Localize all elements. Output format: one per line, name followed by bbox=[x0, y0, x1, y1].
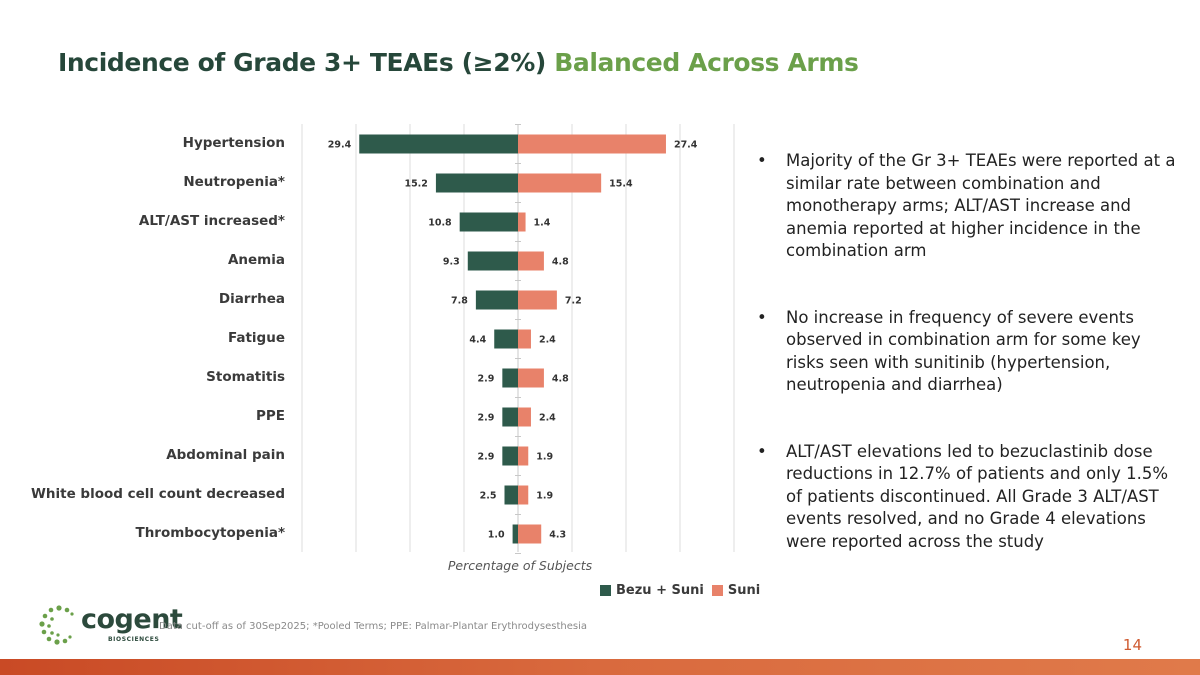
bar-suni bbox=[518, 173, 602, 193]
category-label: White blood cell count decreased bbox=[30, 486, 285, 502]
cogent-logo: cogent BIOSCIENCES bbox=[36, 602, 183, 648]
category-label: Hypertension bbox=[182, 135, 285, 151]
bar-suni bbox=[518, 329, 531, 349]
bar-bezu-suni bbox=[504, 485, 518, 505]
bullet-text: Majority of the Gr 3+ TEAEs were reporte… bbox=[786, 151, 1176, 260]
bar-suni bbox=[518, 407, 531, 427]
bar-bezu-suni bbox=[494, 329, 518, 349]
category-label: Thrombocytopenia* bbox=[135, 525, 285, 541]
data-label-bezu-suni: 15.2 bbox=[404, 179, 427, 190]
legend-item-bezu-suni: Bezu + Suni bbox=[600, 583, 704, 598]
legend-swatch-bezu-suni bbox=[600, 585, 611, 596]
bar-bezu-suni bbox=[512, 524, 518, 544]
bullet-dot: • bbox=[757, 151, 767, 170]
data-label-bezu-suni: 2.9 bbox=[477, 452, 494, 463]
footnote: Data cut-off as of 30Sep2025; *Pooled Te… bbox=[159, 621, 588, 632]
bar-suni bbox=[518, 524, 542, 544]
data-label-suni: 4.8 bbox=[552, 257, 569, 268]
logo-dots-icon bbox=[39, 605, 74, 645]
bullet-dot: • bbox=[757, 307, 767, 327]
data-label-suni: 4.8 bbox=[552, 374, 569, 385]
data-label-bezu-suni: 29.4 bbox=[328, 140, 352, 151]
page-number: 14 bbox=[1122, 636, 1142, 654]
bar-bezu-suni bbox=[502, 446, 518, 466]
data-label-bezu-suni: 2.5 bbox=[480, 491, 497, 502]
data-label-suni: 2.4 bbox=[539, 335, 556, 346]
bullet-dot: • bbox=[757, 441, 767, 461]
bar-suni bbox=[518, 485, 529, 505]
bar-bezu-suni bbox=[502, 368, 518, 388]
category-label: ALT/AST increased* bbox=[138, 213, 285, 229]
bar-suni bbox=[518, 290, 557, 310]
bullet-item: • Majority of the Gr 3+ TEAEs were report… bbox=[757, 150, 1177, 263]
bar-bezu-suni bbox=[467, 251, 518, 271]
legend-item-suni: Suni bbox=[711, 583, 761, 598]
data-label-bezu-suni: 10.8 bbox=[428, 218, 452, 229]
bullet-item: • No increase in frequency of severe even… bbox=[757, 307, 1177, 397]
logo-wordmark: cogent bbox=[81, 604, 183, 635]
category-label: Abdominal pain bbox=[166, 447, 285, 463]
legend-swatch-suni bbox=[711, 585, 723, 596]
bar-bezu-suni bbox=[475, 290, 518, 310]
bar-suni bbox=[518, 446, 529, 466]
bar-bezu-suni bbox=[502, 407, 518, 427]
category-label: Anemia bbox=[227, 252, 285, 268]
bar-bezu-suni bbox=[435, 173, 518, 193]
bullet-item: • ALT/AST elevations led to bezuclastinib… bbox=[757, 441, 1177, 554]
logo-subtitle: BIOSCIENCES bbox=[108, 636, 160, 643]
title-part-2: Balanced Across Arms bbox=[554, 48, 859, 77]
category-label: Fatigue bbox=[227, 330, 285, 346]
data-label-bezu-suni: 4.4 bbox=[469, 335, 486, 346]
legend-label-suni: Suni bbox=[727, 583, 761, 598]
data-label-suni: 4.3 bbox=[549, 530, 566, 541]
category-label: PPE bbox=[255, 408, 285, 424]
data-label-suni: 2.4 bbox=[539, 413, 556, 424]
data-label-suni: 1.9 bbox=[536, 491, 553, 502]
x-axis-label: Percentage of Subjects bbox=[447, 558, 593, 573]
category-label: Stomatitis bbox=[206, 369, 285, 385]
data-label-bezu-suni: 1.0 bbox=[488, 530, 505, 541]
bullet-text: ALT/AST elevations led to bezuclastinib … bbox=[786, 441, 1169, 551]
bar-bezu-suni bbox=[359, 134, 518, 154]
bullet-text: No increase in frequency of severe event… bbox=[786, 307, 1141, 395]
data-label-suni: 27.4 bbox=[674, 140, 698, 151]
category-label: Neutropenia* bbox=[183, 174, 285, 190]
bottom-accent-bar bbox=[0, 659, 1200, 675]
data-label-bezu-suni: 9.3 bbox=[443, 257, 460, 268]
data-label-suni: 1.9 bbox=[536, 452, 553, 463]
legend-label-bezu-suni: Bezu + Suni bbox=[616, 583, 704, 598]
bar-suni bbox=[518, 368, 544, 388]
category-label: Diarrhea bbox=[218, 291, 285, 307]
data-label-suni: 15.4 bbox=[609, 179, 633, 190]
data-label-bezu-suni: 7.8 bbox=[451, 296, 468, 307]
bar-bezu-suni bbox=[459, 212, 518, 232]
data-label-suni: 1.4 bbox=[534, 218, 551, 229]
title-part-1: Incidence of Grade 3+ TEAEs (≥2%) bbox=[58, 48, 546, 77]
data-label-bezu-suni: 2.9 bbox=[477, 413, 494, 424]
chart-legend: Bezu + Suni Suni bbox=[600, 583, 768, 598]
bullet-list: • Majority of the Gr 3+ TEAEs were report… bbox=[757, 150, 1177, 597]
bar-suni bbox=[518, 251, 544, 271]
data-label-bezu-suni: 2.9 bbox=[477, 374, 494, 385]
bar-suni bbox=[518, 212, 526, 232]
data-label-suni: 7.2 bbox=[565, 296, 582, 307]
bar-suni bbox=[518, 134, 666, 154]
page-title: Incidence of Grade 3+ TEAEs (≥2%) Balanc… bbox=[58, 48, 859, 77]
